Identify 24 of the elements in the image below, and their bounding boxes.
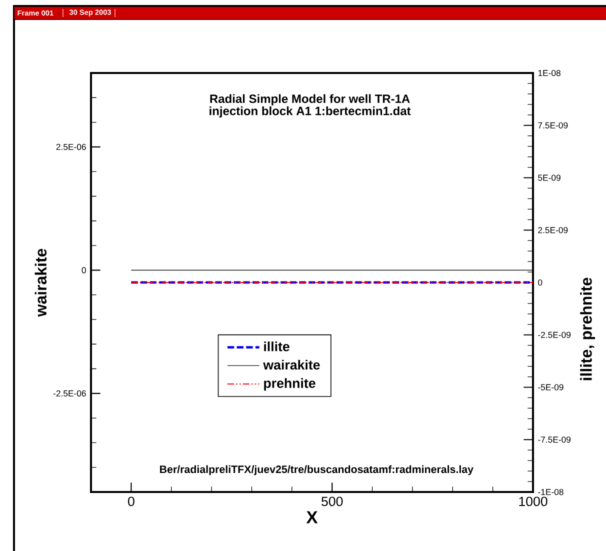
y2-tick-label: 0 <box>538 279 542 286</box>
legend-label: illite <box>264 342 290 352</box>
x-axis-title: X <box>306 511 318 524</box>
legend-label: wairakite <box>263 360 320 370</box>
y2-tick-label: -1E-08 <box>538 488 564 496</box>
y2-tick-label: 1E-08 <box>538 70 560 76</box>
legend-label: prehnite <box>264 378 316 391</box>
x-tick-label: 500 <box>322 496 343 506</box>
y-axis-title: wairakite <box>34 248 47 317</box>
y2-axis-title: illite, prehnite <box>580 278 596 380</box>
y2-tick-label: 7.5E-09 <box>538 122 568 128</box>
x-tick-label: 1000 <box>519 496 548 506</box>
y-tick-label: 0 <box>82 267 86 274</box>
y2-tick-label: -2.5E-09 <box>538 332 571 338</box>
y2-tick-label: 2.5E-09 <box>538 227 568 234</box>
y2-tick-label: -7.5E-09 <box>538 436 571 443</box>
y-tick-label: 2.5E-06 <box>56 144 86 150</box>
y-tick-label: -2.5E-06 <box>53 390 86 396</box>
y2-tick-label: 5E-09 <box>538 174 560 181</box>
y2-tick-label: -5E-09 <box>538 384 564 390</box>
annotation: Ber/radialpreliTFX/juev25/tre/buscandosatamf:radminerals.lay <box>160 465 474 476</box>
text: Radial Simple Model for well TR-1A <box>210 94 410 106</box>
text: injection block A1 1:bertecmin1.dat <box>210 106 411 118</box>
x-tick-label: 0 <box>128 496 134 506</box>
